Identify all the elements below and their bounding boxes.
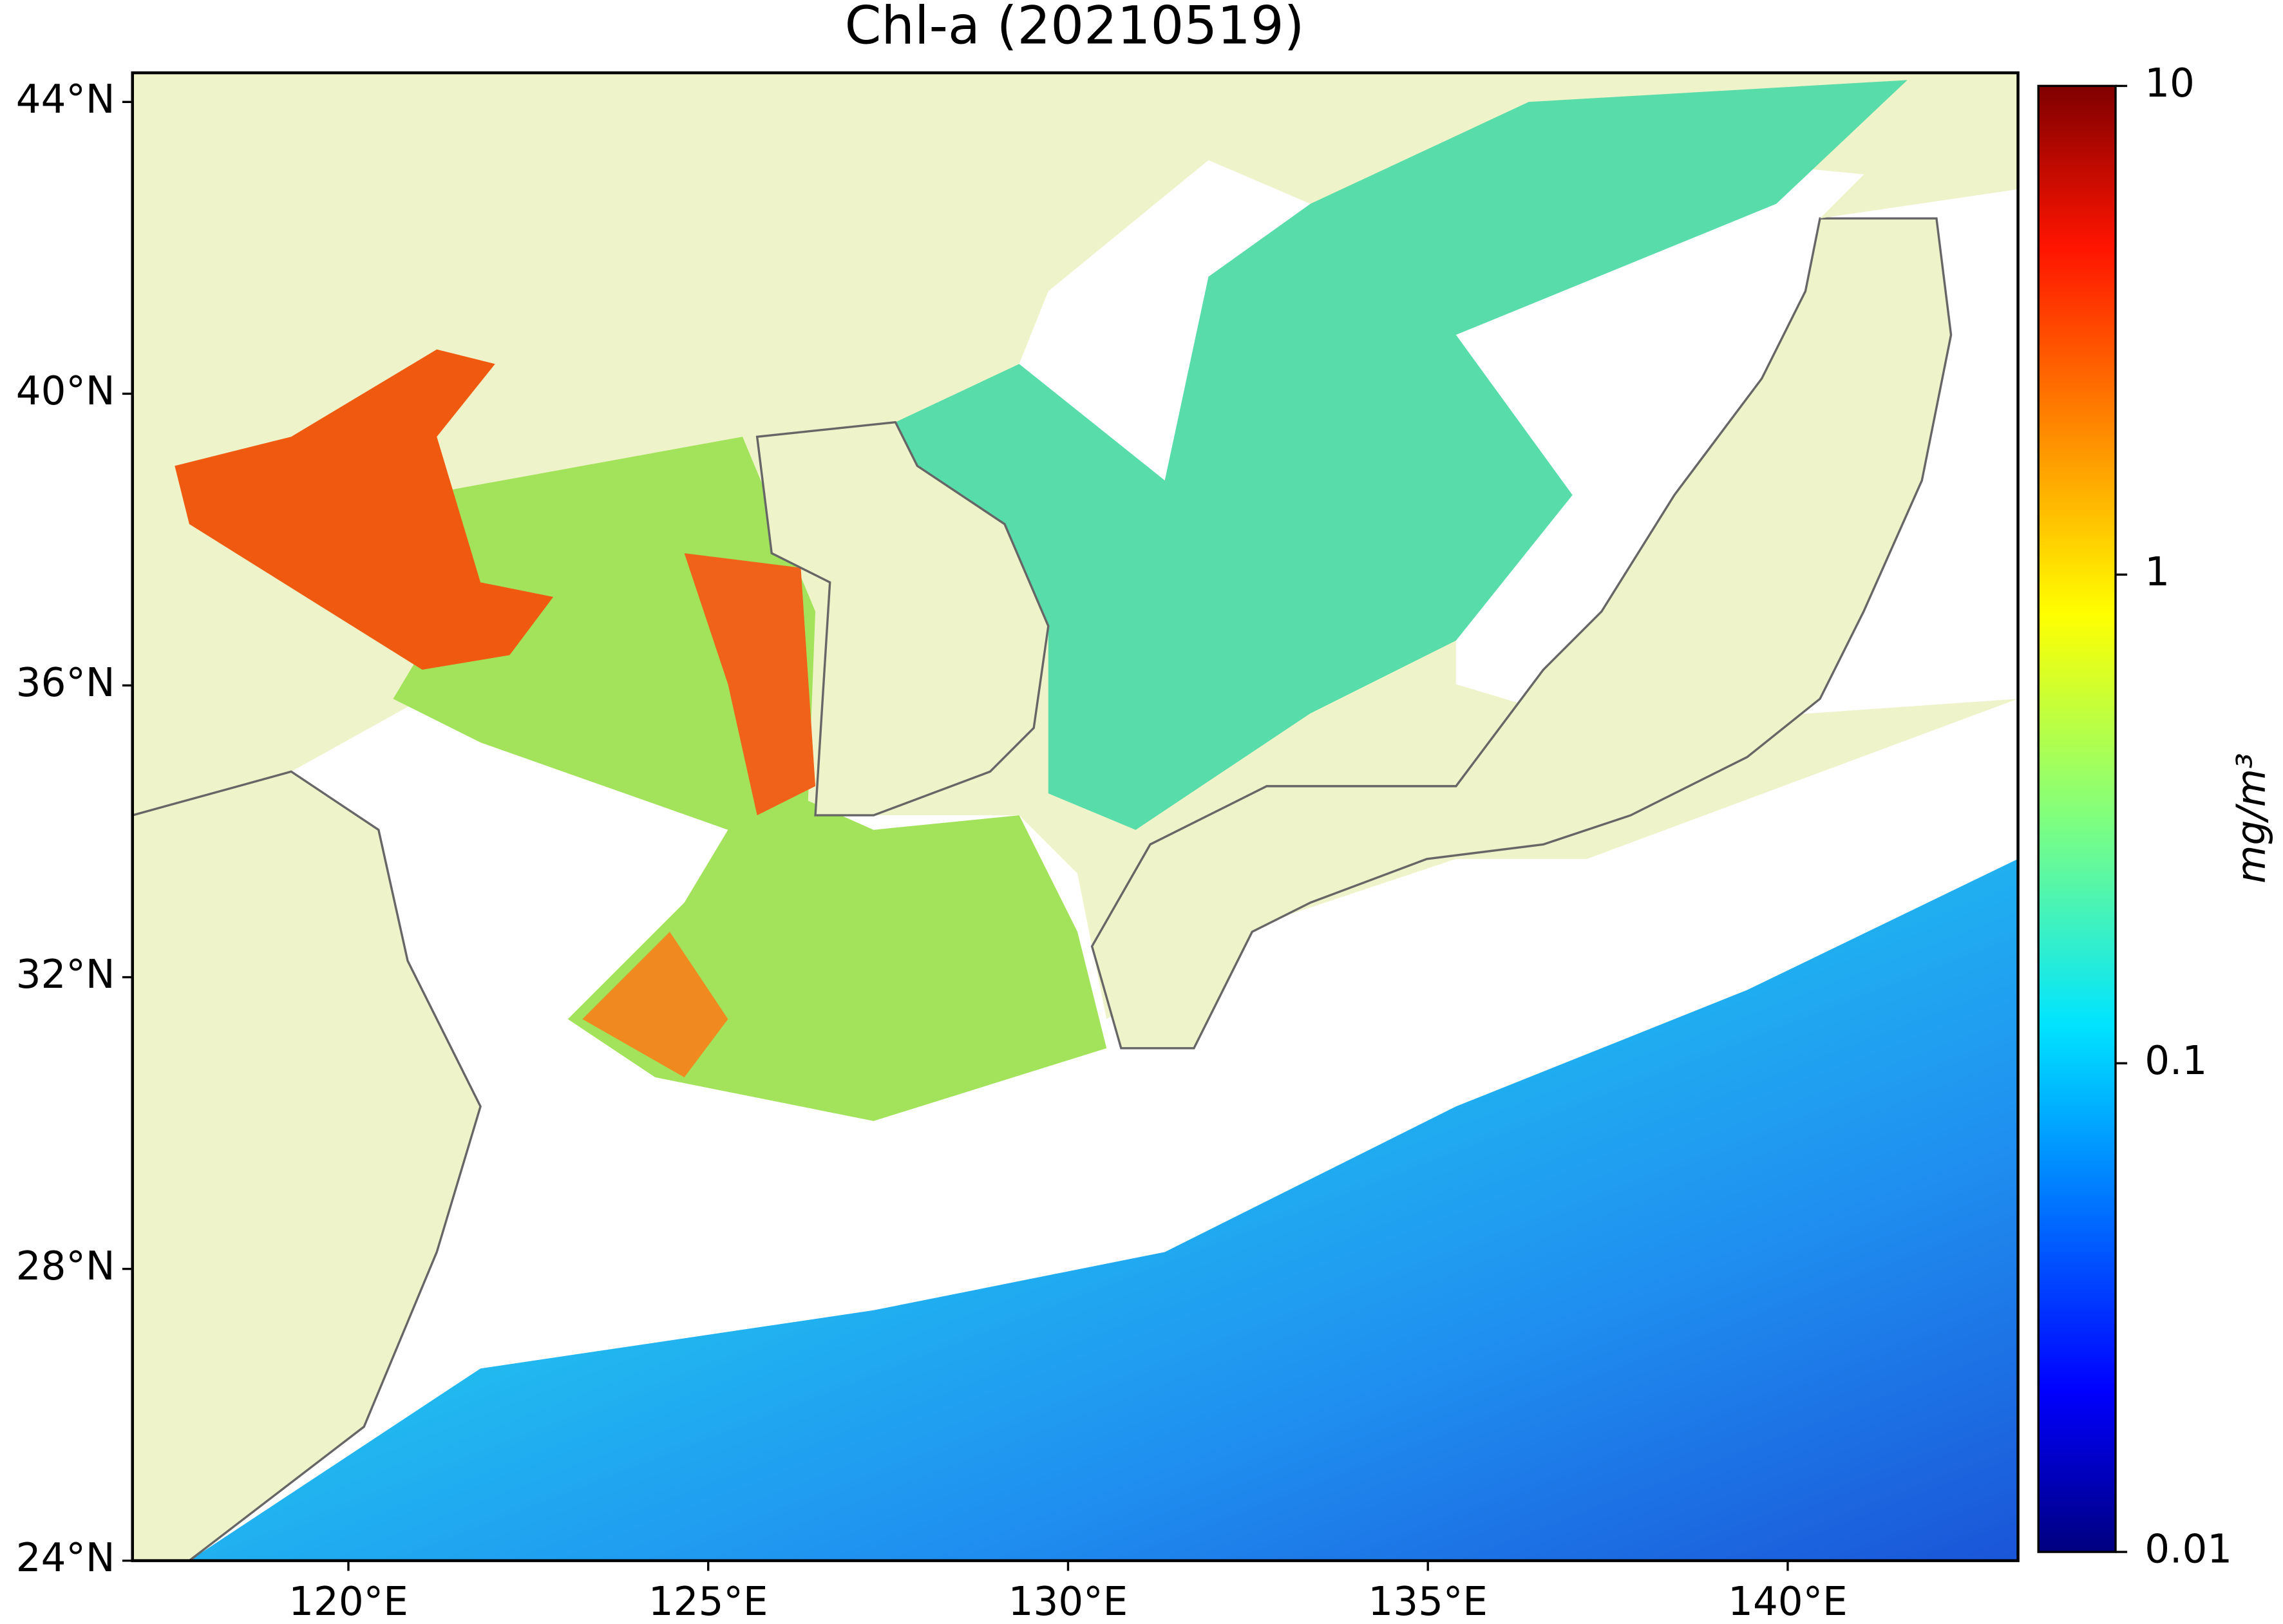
y-tick-label: 32°N: [16, 952, 115, 997]
map-image: [132, 73, 2018, 1561]
y-tick-label: 28°N: [16, 1243, 115, 1289]
title: Chl-a (20210519): [845, 0, 1305, 57]
y-tick-label: 40°N: [16, 368, 115, 414]
x-tick-label: 130°E: [1009, 1579, 1128, 1624]
colorbar-label: mg/m³: [2228, 753, 2274, 883]
colorbar: [2037, 84, 2117, 1553]
y-tick-label: 36°N: [16, 660, 115, 706]
colorbar-tick-label: 0.01: [2145, 1527, 2232, 1572]
colorbar-tick-label: 0.1: [2145, 1038, 2207, 1084]
x-tick-label: 135°E: [1368, 1579, 1488, 1624]
map-frame: [131, 71, 2020, 1562]
y-tick-label: 44°N: [16, 77, 115, 122]
colorbar-tick-label: 1: [2145, 549, 2170, 595]
colorbar-tick-label: 10: [2145, 61, 2195, 106]
y-tick-label: 24°N: [16, 1535, 115, 1581]
x-tick-label: 140°E: [1728, 1579, 1848, 1624]
x-tick-label: 120°E: [289, 1579, 408, 1624]
x-tick-label: 125°E: [649, 1579, 768, 1624]
